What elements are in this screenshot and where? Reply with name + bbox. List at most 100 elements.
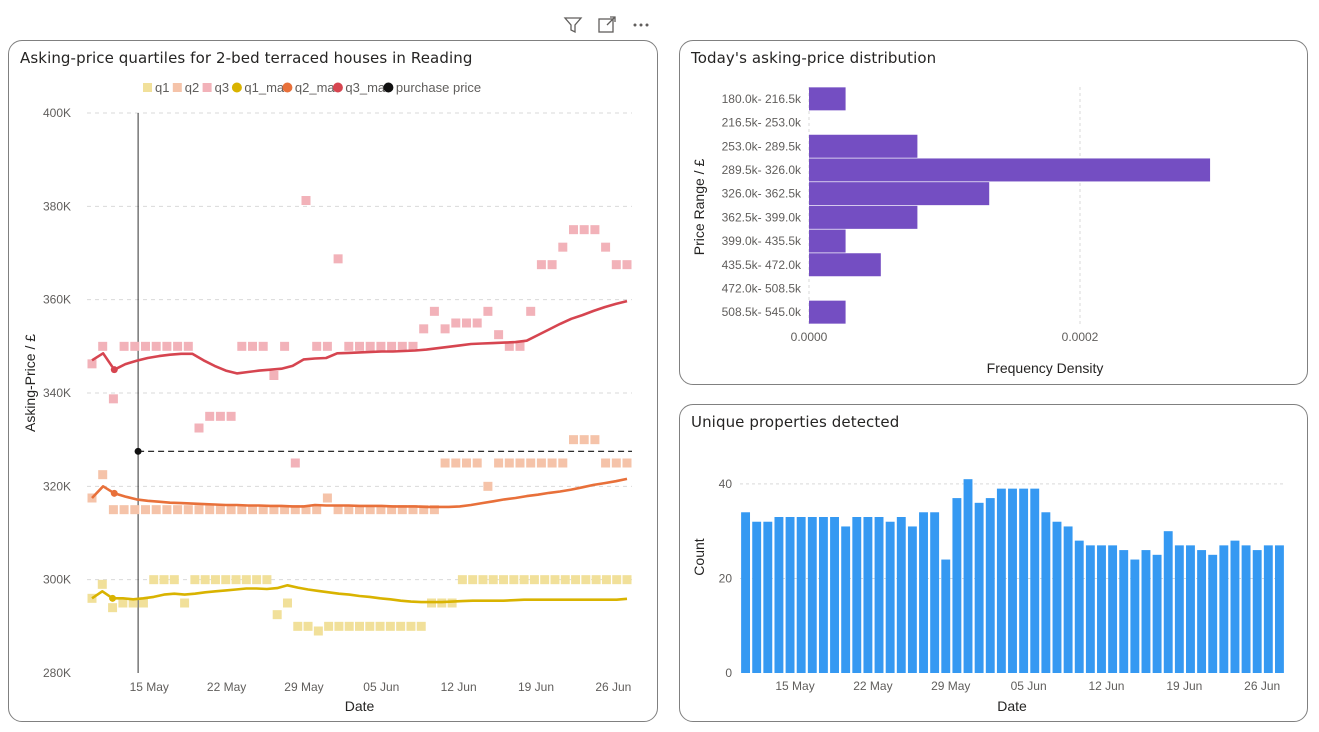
q1-point — [396, 621, 406, 631]
count-bar — [1152, 554, 1162, 673]
q2-point — [151, 505, 161, 515]
q3-point — [536, 260, 546, 270]
filter-icon[interactable] — [562, 14, 584, 36]
legend-marker — [143, 83, 152, 92]
more-options-icon[interactable] — [630, 14, 652, 36]
x-axis-title: Date — [997, 698, 1027, 714]
q1-point — [519, 575, 529, 585]
q1-point — [118, 598, 128, 608]
q1-point — [375, 621, 385, 631]
q1-point — [262, 575, 272, 585]
q2-point — [440, 458, 450, 468]
histogram-bar — [809, 300, 846, 324]
x-tick-label: 05 Jun — [363, 680, 399, 694]
q1-point — [221, 575, 231, 585]
count-bar — [1274, 545, 1284, 673]
q3-point — [333, 254, 343, 264]
q2-ma-line — [91, 477, 628, 509]
q3-point — [322, 341, 332, 351]
count-bar — [1041, 512, 1051, 673]
q1-point — [169, 575, 179, 585]
count-bar — [852, 517, 862, 673]
x-tick-label: 26 Jun — [1244, 679, 1280, 693]
x-tick-label: 15 May — [130, 680, 169, 694]
q2-point — [301, 505, 311, 515]
count-bar — [952, 498, 962, 673]
q2-point — [280, 505, 290, 515]
unique-properties-chart: 0 20 40 15 May 22 May 29 May 05 Jun 12 Jun 19 Ju… — [691, 477, 1285, 714]
legend-marker — [172, 83, 182, 92]
q3-point — [355, 341, 364, 351]
quartiles-card[interactable]: Asking-price quartiles for 2-bed terrace… — [8, 40, 658, 722]
q3-point — [462, 318, 471, 328]
q3-point — [173, 341, 183, 351]
q2-point — [130, 505, 140, 515]
count-bar — [1108, 545, 1118, 673]
count-bar — [941, 559, 951, 673]
q3-point — [579, 225, 589, 235]
q1-point — [571, 575, 581, 585]
x-tick-label: 19 Jun — [518, 680, 554, 694]
count-bar — [963, 479, 973, 673]
y-tick-label: 399.0k- 435.5k — [722, 234, 802, 248]
x-tick-label: 26 Jun — [595, 680, 631, 694]
q3-point — [248, 341, 257, 351]
q2-point — [397, 505, 407, 515]
q3-point — [162, 341, 172, 351]
count-bar — [830, 517, 839, 673]
count-bar — [1163, 531, 1173, 673]
q2-point — [558, 458, 568, 468]
legend-label: purchase price — [396, 80, 481, 95]
q3-point — [365, 341, 375, 351]
q1-point — [138, 598, 148, 608]
q2-ma-line-marker — [110, 489, 118, 497]
q1-point — [416, 621, 426, 631]
q2-point — [322, 493, 332, 503]
q3-point — [483, 306, 493, 316]
q1-point — [190, 575, 200, 585]
q1-point — [385, 621, 395, 631]
q1-point — [488, 575, 498, 585]
q2-point — [569, 435, 578, 445]
q3-point — [472, 318, 482, 328]
q3-point — [194, 423, 204, 433]
q2-point — [590, 435, 600, 445]
q1-point — [365, 621, 375, 631]
count-bar — [874, 517, 884, 673]
count-bar — [1241, 545, 1251, 673]
q3-point — [290, 458, 300, 468]
q2-point — [355, 505, 364, 515]
q3-point — [547, 260, 557, 270]
q3-point — [119, 341, 129, 351]
distribution-card[interactable]: Today's asking-price distribution 0.0000… — [679, 40, 1308, 385]
focus-mode-icon[interactable] — [596, 14, 618, 36]
y-tick-label: 300K — [43, 573, 71, 587]
count-bar — [930, 512, 940, 673]
q1-point — [303, 621, 313, 631]
unique-properties-card[interactable]: Unique properties detected 0 20 40 15 May 22… — [679, 404, 1308, 722]
q2-point — [526, 458, 536, 468]
q1-point — [334, 621, 344, 631]
y-tick-label: 320K — [43, 479, 71, 493]
count-bar — [1130, 559, 1140, 673]
q2-point — [515, 458, 525, 468]
count-bar — [785, 517, 795, 673]
q3-point — [280, 341, 290, 351]
q1-point — [87, 593, 97, 603]
x-tick-label: 22 May — [853, 679, 892, 693]
q2-point — [312, 505, 322, 515]
distribution-chart: 0.0000 0.0002 180.0k- 216.5k 216.5k- 253.0k… — [691, 87, 1211, 376]
count-bar — [841, 526, 851, 673]
q2-point — [408, 505, 418, 515]
legend-marker — [332, 82, 343, 93]
q3-point — [215, 411, 225, 421]
count-bar — [1074, 540, 1084, 673]
y-tick-label: 253.0k- 289.5k — [722, 139, 802, 153]
quartiles-title: Asking-price quartiles for 2-bed terrace… — [20, 49, 473, 67]
y-tick-label: 180.0k- 216.5k — [722, 92, 802, 106]
q1-point — [622, 575, 632, 585]
count-bar — [985, 498, 995, 673]
q1-point — [355, 621, 364, 631]
q3-point — [429, 306, 439, 316]
q2-point — [173, 505, 183, 515]
